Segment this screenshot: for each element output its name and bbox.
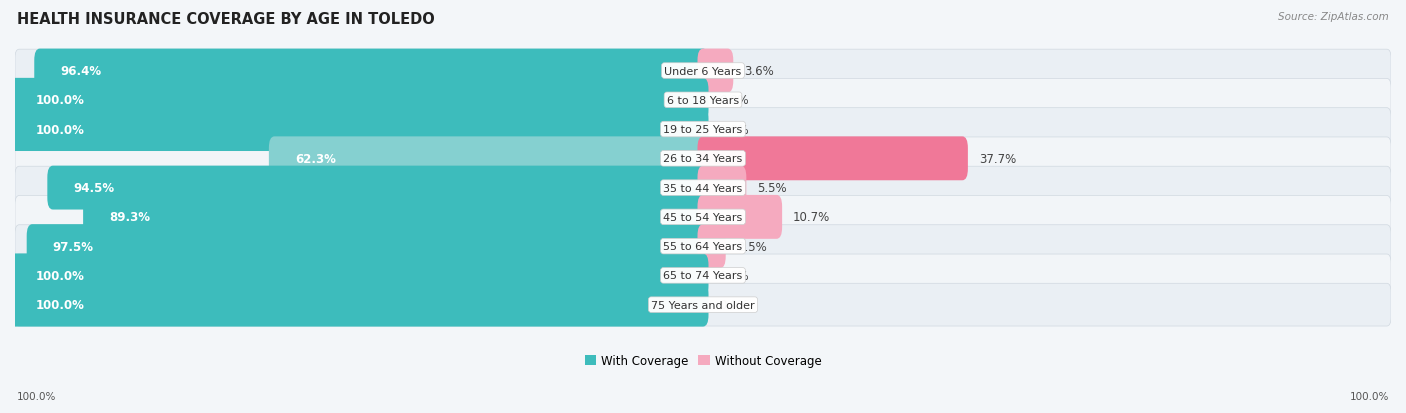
FancyBboxPatch shape xyxy=(269,137,709,181)
Text: 100.0%: 100.0% xyxy=(35,94,84,107)
Text: 45 to 54 Years: 45 to 54 Years xyxy=(664,212,742,222)
Text: 65 to 74 Years: 65 to 74 Years xyxy=(664,271,742,281)
FancyBboxPatch shape xyxy=(10,108,709,152)
FancyBboxPatch shape xyxy=(10,78,709,122)
Text: 97.5%: 97.5% xyxy=(53,240,94,253)
Text: Source: ZipAtlas.com: Source: ZipAtlas.com xyxy=(1278,12,1389,22)
FancyBboxPatch shape xyxy=(15,225,1391,268)
FancyBboxPatch shape xyxy=(697,225,725,268)
FancyBboxPatch shape xyxy=(34,50,709,93)
Text: 10.7%: 10.7% xyxy=(793,211,831,224)
Text: 0.0%: 0.0% xyxy=(720,299,749,311)
Text: 89.3%: 89.3% xyxy=(110,211,150,224)
FancyBboxPatch shape xyxy=(27,225,709,268)
FancyBboxPatch shape xyxy=(15,79,1391,122)
FancyBboxPatch shape xyxy=(48,166,709,210)
Text: 37.7%: 37.7% xyxy=(979,152,1017,166)
Text: 5.5%: 5.5% xyxy=(758,182,787,195)
FancyBboxPatch shape xyxy=(15,167,1391,209)
Text: 0.0%: 0.0% xyxy=(720,269,749,282)
Text: 62.3%: 62.3% xyxy=(295,152,336,166)
Text: 75 Years and older: 75 Years and older xyxy=(651,300,755,310)
Text: 35 to 44 Years: 35 to 44 Years xyxy=(664,183,742,193)
Text: 0.0%: 0.0% xyxy=(720,123,749,136)
Text: 6 to 18 Years: 6 to 18 Years xyxy=(666,95,740,106)
Text: 100.0%: 100.0% xyxy=(1350,391,1389,401)
Text: 100.0%: 100.0% xyxy=(17,391,56,401)
FancyBboxPatch shape xyxy=(697,195,782,239)
FancyBboxPatch shape xyxy=(15,138,1391,180)
FancyBboxPatch shape xyxy=(15,284,1391,326)
FancyBboxPatch shape xyxy=(10,254,709,298)
Text: 100.0%: 100.0% xyxy=(35,269,84,282)
FancyBboxPatch shape xyxy=(83,195,709,239)
FancyBboxPatch shape xyxy=(15,109,1391,151)
Legend: With Coverage, Without Coverage: With Coverage, Without Coverage xyxy=(585,354,821,367)
Text: Under 6 Years: Under 6 Years xyxy=(665,66,741,76)
Text: HEALTH INSURANCE COVERAGE BY AGE IN TOLEDO: HEALTH INSURANCE COVERAGE BY AGE IN TOLE… xyxy=(17,12,434,27)
FancyBboxPatch shape xyxy=(15,50,1391,93)
Text: 55 to 64 Years: 55 to 64 Years xyxy=(664,242,742,252)
Text: 100.0%: 100.0% xyxy=(35,123,84,136)
Text: 2.5%: 2.5% xyxy=(737,240,766,253)
FancyBboxPatch shape xyxy=(15,254,1391,297)
Text: 100.0%: 100.0% xyxy=(35,299,84,311)
Text: 3.6%: 3.6% xyxy=(744,65,775,78)
Text: 94.5%: 94.5% xyxy=(73,182,115,195)
FancyBboxPatch shape xyxy=(697,50,734,93)
FancyBboxPatch shape xyxy=(15,196,1391,239)
Text: 19 to 25 Years: 19 to 25 Years xyxy=(664,125,742,135)
Text: 0.0%: 0.0% xyxy=(720,94,749,107)
Text: 26 to 34 Years: 26 to 34 Years xyxy=(664,154,742,164)
FancyBboxPatch shape xyxy=(697,137,967,181)
FancyBboxPatch shape xyxy=(697,166,747,210)
FancyBboxPatch shape xyxy=(10,283,709,327)
Text: 96.4%: 96.4% xyxy=(60,65,101,78)
